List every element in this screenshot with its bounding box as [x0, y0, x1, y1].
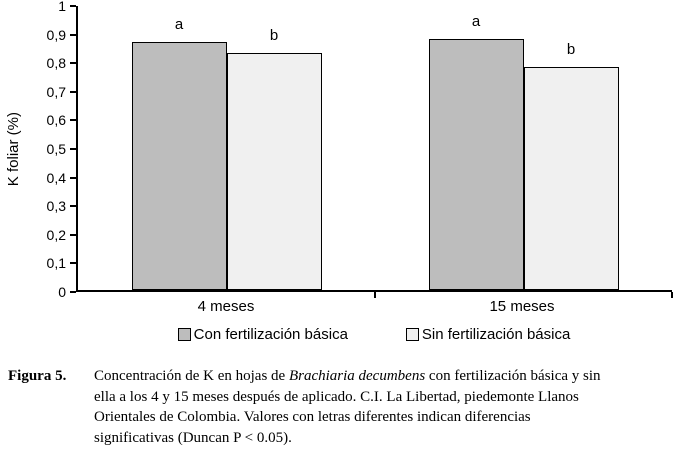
y-tick-label: 0,1 — [46, 255, 66, 272]
y-tick: 0,7 — [47, 84, 76, 100]
caption-text-end: con fertilización básica y sin ella a lo… — [94, 368, 601, 447]
y-tick-label: 0,9 — [46, 26, 66, 43]
x-tick-mark — [374, 292, 376, 298]
bar — [131, 41, 227, 290]
y-tick-mark — [70, 62, 76, 65]
y-tick-mark — [70, 233, 76, 236]
y-axis: 1 0,9 0,8 0,7 0,6 0,5 0,4 0,3 0,2 0,1 0 — [26, 0, 76, 300]
y-tick-mark — [70, 5, 76, 7]
y-tick-label: 0,8 — [46, 55, 66, 72]
y-tick-mark — [70, 148, 76, 150]
bar-wrapper: a — [428, 6, 524, 290]
x-axis-category-labels: 4 meses 15 meses — [78, 292, 670, 316]
y-axis-label: K foliar (%) — [4, 111, 22, 187]
figure-caption: Figura 5. Concentración de K en hojas de… — [8, 366, 672, 449]
bar-wrapper: b — [226, 6, 322, 290]
chart-legend: Con fertilización básica Sin fertilizació… — [78, 326, 670, 343]
figure-caption-label: Figura 5. — [8, 368, 67, 384]
x-category-label: 4 meses — [197, 298, 255, 315]
y-tick-label: 0 — [58, 284, 66, 300]
legend-label: Sin fertilización básica — [421, 326, 571, 343]
y-tick: 0,5 — [47, 141, 76, 157]
y-tick: 0,2 — [47, 227, 76, 243]
y-tick: 0,9 — [47, 27, 76, 43]
y-tick-label: 0,3 — [46, 198, 66, 215]
y-tick-mark — [70, 119, 76, 122]
y-tick: 0 — [58, 284, 76, 300]
significance-letter: b — [269, 26, 279, 44]
legend-item: Sin fertilización básica — [405, 326, 571, 343]
y-tick-label: 0,6 — [46, 112, 66, 129]
legend-item: Con fertilización básica — [177, 326, 348, 343]
y-tick-mark — [70, 205, 76, 208]
k-foliar-bar-chart: K foliar (%) 1 0,9 0,8 0,7 0,6 0,5 0,4 0,3 0,2 0,… — [0, 0, 673, 343]
y-axis-label-column: K foliar (%) — [0, 6, 26, 292]
y-tick: 0,8 — [47, 55, 76, 71]
chart-plot-row: K foliar (%) 1 0,9 0,8 0,7 0,6 0,5 0,4 0,3 0,2 0,… — [0, 0, 673, 300]
y-tick-mark — [70, 33, 76, 36]
x-tick-mark — [671, 292, 673, 298]
y-tick: 0,1 — [47, 255, 76, 271]
bar — [523, 67, 619, 290]
legend-swatch-icon — [405, 328, 419, 341]
significance-letter: a — [471, 12, 481, 30]
y-tick-label: 0,2 — [46, 226, 66, 243]
y-tick-mark — [70, 90, 76, 93]
y-tick-label: 0,4 — [46, 169, 66, 186]
y-tick-label: 0,7 — [46, 83, 66, 100]
y-tick-mark — [70, 291, 76, 293]
bar-wrapper: b — [523, 6, 619, 290]
y-tick-label: 1 — [58, 0, 66, 14]
figure-caption-text: Concentración de K en hojas de Brachiari… — [94, 366, 602, 449]
y-tick-label: 0,5 — [46, 141, 66, 157]
y-tick: 0,3 — [47, 198, 76, 214]
y-tick: 0,6 — [47, 112, 76, 128]
bar — [226, 52, 322, 290]
caption-species-italic: Brachiaria decumbens — [288, 368, 426, 384]
bar — [428, 38, 524, 290]
significance-letter: a — [174, 15, 184, 33]
caption-text-start: Concentración de K en hojas de — [94, 368, 289, 384]
y-tick-mark — [70, 262, 76, 265]
x-category-label: 15 meses — [489, 298, 555, 315]
significance-letter: b — [566, 41, 576, 59]
y-tick: 1 — [58, 0, 76, 14]
legend-label: Con fertilización básica — [193, 326, 348, 343]
bar-wrapper: a — [131, 6, 227, 290]
y-tick-mark — [70, 176, 76, 179]
legend-swatch-icon — [177, 328, 191, 341]
y-tick: 0,4 — [47, 170, 76, 186]
